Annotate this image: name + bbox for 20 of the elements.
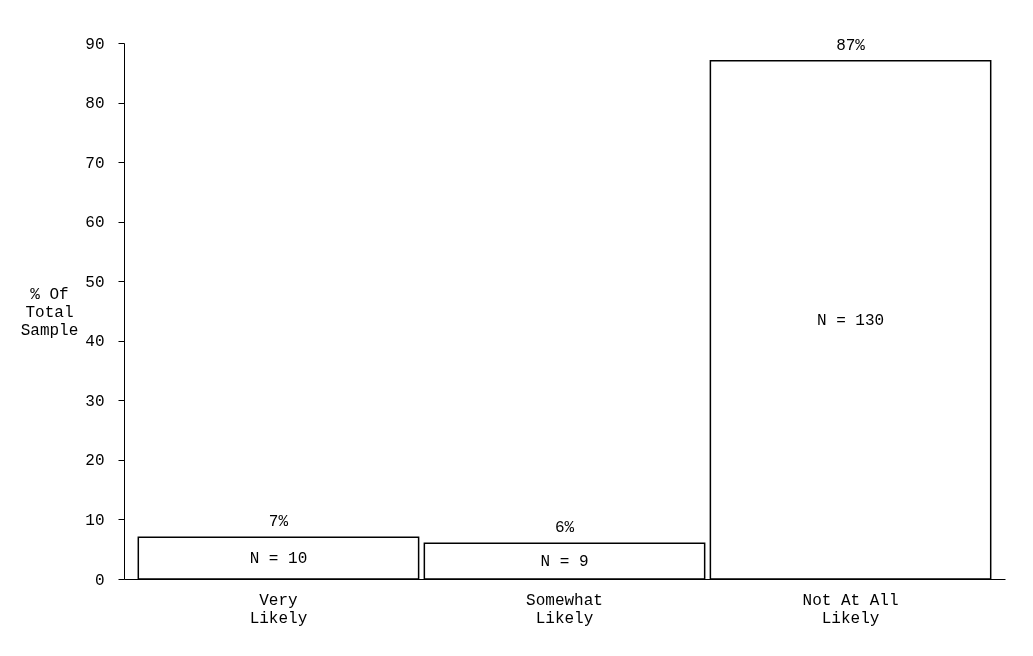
y-tick-label: 30	[85, 392, 105, 411]
x-tick-label: Very Likely	[249, 591, 308, 628]
data-label: 6%	[554, 519, 575, 538]
y-tick-label: 90	[85, 35, 105, 54]
y-tick-label: 60	[85, 214, 105, 233]
y-tick-label: 10	[85, 511, 105, 530]
y-axis-title: % Of Total Sample	[20, 285, 79, 340]
annotation: N = 9	[540, 553, 589, 572]
annotation: N = 10	[249, 550, 308, 569]
y-tick-label: 50	[85, 273, 105, 292]
x-tick-label: Not At All Likely	[802, 591, 899, 628]
y-tick-label: 40	[85, 333, 105, 352]
x-tick-label: Somewhat Likely	[526, 591, 603, 628]
y-tick-label: 80	[85, 95, 105, 114]
annotation: N = 130	[816, 311, 885, 330]
y-tick-label: 0	[94, 571, 105, 590]
data-label: 7%	[268, 513, 289, 532]
y-tick-label: 20	[85, 452, 105, 471]
y-tick-label: 70	[85, 154, 105, 173]
data-label: 87%	[836, 36, 866, 55]
